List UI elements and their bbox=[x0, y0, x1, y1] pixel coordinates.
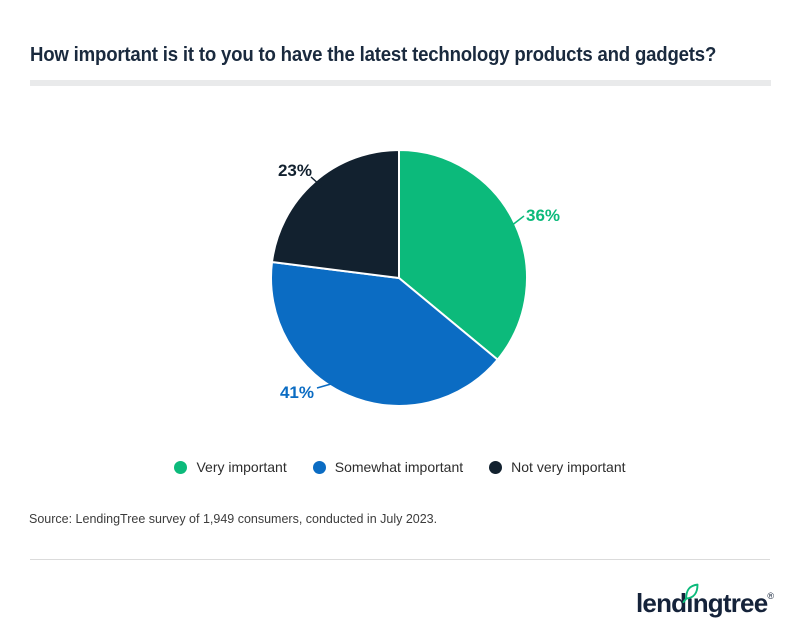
pie-slices bbox=[270, 149, 528, 407]
legend: Very important Somewhat important Not ve… bbox=[0, 459, 800, 475]
leader-somewhat-important bbox=[316, 381, 351, 394]
pie-slice-somewhat-important bbox=[270, 261, 499, 407]
registered-mark: ® bbox=[767, 591, 774, 601]
legend-label-somewhat-important: Somewhat important bbox=[334, 459, 464, 475]
legend-item-not-very-important: Not very important bbox=[489, 459, 626, 475]
leader-very-important bbox=[510, 215, 525, 227]
legend-dot-very-important-icon bbox=[174, 460, 188, 474]
legend-label-not-very-important: Not very important bbox=[511, 459, 626, 475]
legend-item-somewhat-important: Somewhat important bbox=[312, 459, 464, 475]
legend-item-very-important: Very important bbox=[174, 459, 287, 475]
leader-not-very-important bbox=[310, 176, 322, 187]
legend-label-very-important: Very important bbox=[196, 459, 287, 475]
pie-label-somewhat-important: 41% bbox=[280, 383, 314, 402]
logo-text-pre: lend bbox=[636, 588, 687, 618]
pie-chart: 36% 41% 23% bbox=[270, 149, 560, 407]
lendingtree-logo: lendı ngtree® bbox=[636, 581, 774, 618]
legend-dot-somewhat-important-icon bbox=[312, 460, 326, 474]
legend-dot-not-very-important-icon bbox=[489, 460, 503, 474]
logo-letter-i: ı bbox=[682, 583, 699, 618]
pie-label-not-very-important: 23% bbox=[278, 161, 312, 180]
page-title: How important is it to you to have the l… bbox=[30, 44, 717, 66]
leaf-icon bbox=[682, 583, 699, 603]
pie-slice-not-very-important bbox=[271, 149, 400, 279]
title-underline bbox=[30, 80, 771, 86]
logo-text-post: ngtree bbox=[692, 588, 768, 618]
source-note: Source: LendingTree survey of 1,949 cons… bbox=[29, 512, 438, 526]
footer-divider bbox=[30, 559, 770, 560]
pie-label-very-important: 36% bbox=[526, 206, 560, 225]
